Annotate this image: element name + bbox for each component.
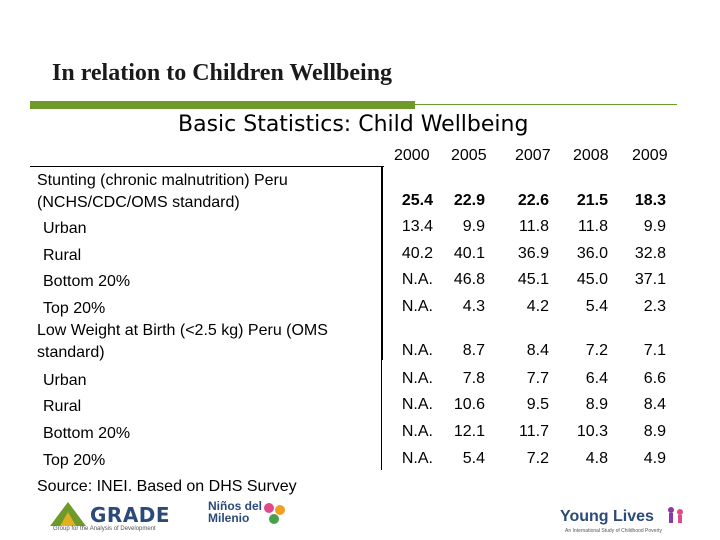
cell-value: 37.1 — [634, 271, 666, 288]
row-label-line1: Rural — [43, 247, 82, 264]
row-label-line1: Top 20% — [43, 452, 106, 469]
row-label-line1: Bottom 20% — [43, 425, 131, 442]
cell-value: 10.3 — [576, 423, 608, 440]
source-note: Source: INEI. Based on DHS Survey — [37, 478, 297, 495]
row-label-line1: Top 20% — [43, 300, 106, 317]
cell-value: 8.9 — [643, 423, 666, 440]
cell-value: 2.3 — [643, 298, 666, 315]
cell-value: 4.2 — [526, 298, 549, 315]
cell-value: 7.8 — [462, 370, 485, 387]
cell-value: 8.9 — [585, 396, 608, 413]
cell-value: 45.0 — [576, 271, 608, 288]
cell-value: 11.8 — [519, 218, 549, 235]
row-label-line2: (NCHS/CDC/OMS standard) — [37, 194, 240, 211]
cell-value: 7.7 — [526, 370, 549, 387]
grade-logo: GRADE Group for the Analysis of Developm… — [48, 498, 198, 534]
cell-value: 40.2 — [401, 245, 433, 262]
cell-value: 32.8 — [634, 245, 666, 262]
ninos-del-milenio-logo: Niños del Milenio — [208, 500, 262, 524]
ninos-figures-icon — [264, 503, 285, 524]
table-divider — [381, 166, 383, 360]
cell-value: 5.4 — [462, 450, 485, 467]
cell-value: N.A. — [401, 423, 433, 440]
row-label: Rural — [43, 396, 81, 418]
cell-value: 4.8 — [585, 450, 608, 467]
cell-value: 13.4 — [401, 218, 433, 235]
cell-value: 5.4 — [585, 298, 608, 315]
table-divider-lower — [381, 360, 382, 470]
cell-value: 45.1 — [517, 271, 549, 288]
cell-value: 7.1 — [643, 342, 666, 359]
grade-triangle-icon — [50, 502, 86, 526]
row-label-line1: Bottom 20% — [43, 273, 131, 290]
row-label: Bottom 20% — [43, 271, 130, 293]
row-label-line1: Urban — [43, 220, 87, 237]
cell-value: 21.5 — [576, 192, 608, 209]
year-header-2007: 2007 — [515, 147, 551, 164]
cell-value: 11.8 — [578, 218, 608, 235]
footer-logos: GRADE Group for the Analysis of Developm… — [30, 498, 690, 538]
year-header-2008: 2008 — [573, 147, 609, 164]
cell-value: 8.4 — [526, 342, 549, 359]
year-header-2000: 2000 — [394, 147, 430, 164]
cell-value: 22.6 — [517, 192, 549, 209]
row-label: Top 20% — [43, 298, 105, 320]
cell-value: N.A. — [401, 271, 433, 288]
ninos-logo-line2: Milenio — [208, 511, 250, 525]
row-label: Top 20% — [43, 450, 105, 472]
row-label-line2: standard) — [37, 344, 105, 361]
young-lives-logo: Young Lives — [560, 508, 654, 525]
cell-value: 6.6 — [643, 370, 666, 387]
row-label: Stunting (chronic malnutrition) Peru (NCH… — [37, 170, 288, 214]
cell-value: N.A. — [401, 298, 433, 315]
cell-value: N.A. — [401, 396, 433, 413]
cell-value: N.A. — [401, 370, 433, 387]
cell-value: 25.4 — [401, 192, 433, 209]
cell-value: N.A. — [401, 342, 433, 359]
slide-title: In relation to Children Wellbeing — [52, 60, 393, 86]
young-lives-subtitle: An International Study of Childhood Pove… — [565, 528, 663, 534]
ninos-logo-line1: Niños del — [208, 499, 263, 513]
table-subtitle: Basic Statistics: Child Wellbeing — [178, 112, 529, 137]
row-label-line1: Stunting (chronic malnutrition) Peru — [37, 172, 288, 189]
grade-logo-text: GRADE — [90, 503, 171, 527]
year-header-2009: 2009 — [632, 147, 668, 164]
row-label-line1: Urban — [43, 372, 87, 389]
young-lives-figures-icon — [668, 507, 683, 523]
row-label: Urban — [43, 370, 87, 392]
cell-value: N.A. — [401, 450, 433, 467]
cell-value: 36.0 — [576, 245, 608, 262]
cell-value: 40.1 — [453, 245, 485, 262]
cell-value: 7.2 — [526, 450, 549, 467]
cell-value: 9.5 — [526, 396, 549, 413]
row-label: Rural — [43, 245, 81, 267]
year-header-2005: 2005 — [451, 147, 487, 164]
cell-value: 12.1 — [453, 423, 485, 440]
cell-value: 4.9 — [643, 450, 666, 467]
cell-value: 10.6 — [453, 396, 485, 413]
cell-value: 8.4 — [643, 396, 666, 413]
row-label: Urban — [43, 218, 87, 240]
title-underline-rule — [415, 104, 677, 105]
row-label-line1: Low Weight at Birth (<2.5 kg) Peru (OMS — [37, 322, 328, 339]
title-underline-bar — [30, 101, 415, 109]
cell-value: 11.7 — [519, 423, 549, 440]
row-label: Low Weight at Birth (<2.5 kg) Peru (OMS s… — [37, 320, 328, 364]
cell-value: 4.3 — [462, 298, 485, 315]
cell-value: 36.9 — [517, 245, 549, 262]
grade-logo-subtitle: Group for the Analysis of Development — [53, 526, 156, 532]
row-label-line1: Rural — [43, 398, 82, 415]
cell-value: 18.3 — [634, 192, 666, 209]
cell-value: 6.4 — [585, 370, 608, 387]
cell-value: 7.2 — [585, 342, 608, 359]
cell-value: 8.7 — [462, 342, 485, 359]
row-label: Bottom 20% — [43, 423, 130, 445]
cell-value: 9.9 — [462, 218, 485, 235]
table-top-rule — [30, 166, 384, 167]
cell-value: 46.8 — [453, 271, 485, 288]
cell-value: 9.9 — [643, 218, 666, 235]
cell-value: 22.9 — [453, 192, 485, 209]
